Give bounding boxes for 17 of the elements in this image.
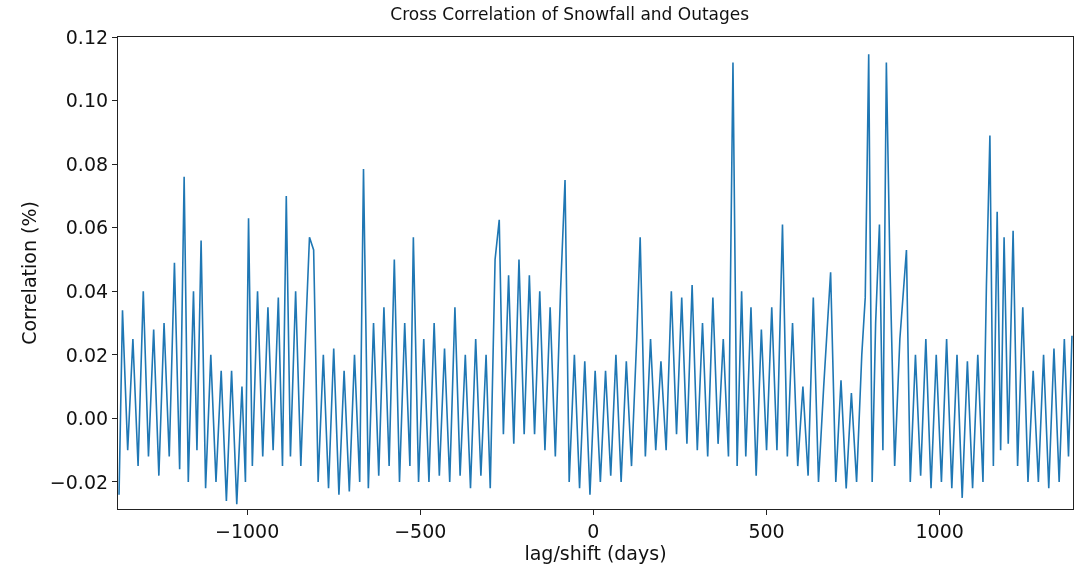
line-series: [118, 53, 1073, 506]
y-tick-label: 0.10: [65, 89, 109, 112]
x-tick-label: 1000: [915, 519, 964, 542]
x-tick-label: −1000: [215, 519, 280, 542]
x-tick-label: 500: [748, 519, 785, 542]
y-tick-label: 0.02: [65, 343, 109, 366]
y-tick-label: −0.02: [49, 470, 109, 493]
y-tick-label: 0.04: [65, 279, 109, 302]
y-tick-label: 0.06: [65, 216, 109, 239]
y-tick-label: 0.12: [65, 25, 109, 48]
x-tick-label: 0: [587, 519, 600, 542]
x-axis-title: lag/shift (days): [524, 541, 667, 564]
x-tick-label: −500: [394, 519, 447, 542]
y-axis-title: Correlation (%): [17, 201, 40, 345]
chart-title: Cross Correlation of Snowfall and Outages: [390, 4, 750, 25]
y-tick-label: 0.00: [65, 407, 109, 430]
y-tick-label: 0.08: [65, 152, 109, 175]
